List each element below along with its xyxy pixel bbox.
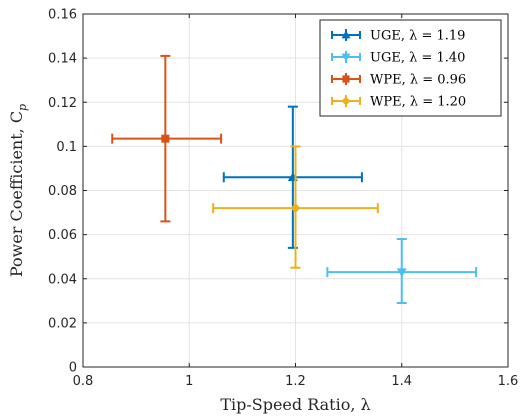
y-tick-label: 0.12 <box>48 96 77 111</box>
y-tick-label: 0.04 <box>48 272 77 287</box>
x-axis-label: Tip-Speed Ratio, λ <box>220 395 370 414</box>
legend: UGE, λ = 1.19 UGE, λ = 1.40 WPE, λ = 0.96 W… <box>320 20 501 116</box>
y-tick-label: 0.06 <box>48 228 77 243</box>
y-tick-label: 0.14 <box>48 52 77 67</box>
series-0 <box>224 107 362 248</box>
x-tick-label: 1 <box>185 374 193 389</box>
legend-label: WPE, λ = 1.20 <box>370 95 466 110</box>
x-tick-label: 0.8 <box>73 374 94 389</box>
x-tick-label: 1.6 <box>498 374 519 389</box>
y-axis-label: Power Coefficient, Cp <box>7 104 29 277</box>
x-tick-label: 1.2 <box>285 374 306 389</box>
y-axis-label-subscript: p <box>16 104 29 111</box>
x-tick-label: 1.4 <box>391 374 412 389</box>
legend-label: UGE, λ = 1.40 <box>370 51 465 66</box>
series-1 <box>327 239 476 303</box>
series-3 <box>213 146 378 267</box>
legend-marker <box>342 75 349 82</box>
y-tick-label: 0 <box>69 361 77 376</box>
data-point-marker <box>161 135 169 143</box>
legend-label: UGE, λ = 1.19 <box>370 29 465 44</box>
y-axis-label-main: Power Coefficient, C <box>7 111 26 277</box>
legend-label: WPE, λ = 0.96 <box>370 73 466 88</box>
y-tick-label: 0.08 <box>48 184 77 199</box>
y-tick-label: 0.02 <box>48 316 77 331</box>
y-tick-label: 0.1 <box>56 140 77 155</box>
y-tick-label: 0.16 <box>48 8 77 23</box>
series-2 <box>112 56 221 221</box>
